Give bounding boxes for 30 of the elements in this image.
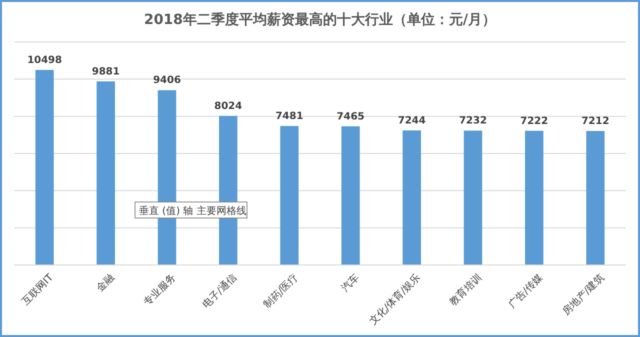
x-tick-label: 教育培训 [447, 272, 484, 308]
x-tick-label: 房地产/建筑 [560, 272, 606, 318]
data-label: 7465 [336, 111, 365, 122]
data-label: 9881 [92, 66, 120, 78]
bar [280, 126, 299, 265]
data-label: 7212 [581, 116, 610, 127]
bar [464, 130, 482, 265]
x-tick-label: 制药/医疗 [261, 272, 300, 311]
x-tick-label: 专业服务 [141, 272, 178, 308]
annotation: 垂直 (值) 轴 主要网格线 [139, 205, 246, 217]
data-label: 8024 [214, 100, 242, 112]
x-tick-label: 金融 [94, 272, 117, 294]
data-label: 10498 [27, 54, 62, 66]
x-tick-label: 电子/通信 [200, 272, 240, 311]
bar [402, 130, 421, 265]
bar [35, 70, 54, 265]
bar [586, 130, 605, 265]
data-label: 7244 [398, 115, 426, 126]
x-tick-label: 广告/传媒 [506, 272, 546, 311]
data-label: 7232 [459, 116, 487, 127]
x-tick-label: 汽车 [339, 272, 362, 294]
bar [525, 130, 544, 265]
bar [96, 81, 115, 265]
data-label: 7481 [275, 110, 304, 122]
data-label: 9406 [153, 75, 181, 86]
x-tick-label: 文化/体育/娱乐 [367, 272, 423, 328]
chart-title: 2018年二季度平均薪资最高的十大行业（单位：元/月） [144, 11, 496, 28]
x-tick-label: 互联网IT [20, 270, 56, 308]
data-label: 7222 [520, 116, 548, 127]
bar [341, 126, 360, 265]
